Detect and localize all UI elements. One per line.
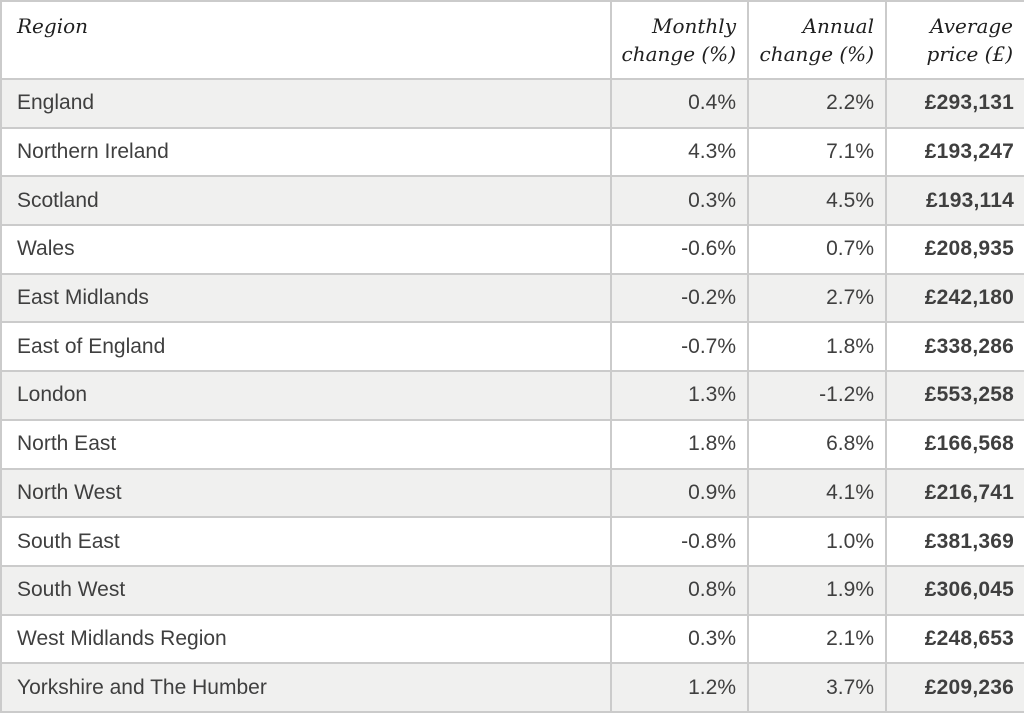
average-price-cell: £242,180 [885,272,1024,324]
annual-change-cell: 2.7% [747,272,887,324]
monthly-change-cell: 0.8% [610,564,749,616]
region-cell: East of England [0,321,612,373]
table-row: Northern Ireland 4.3% 7.1% £193,247 [0,126,1024,178]
annual-change-cell: 6.8% [747,418,887,470]
annual-change-cell: 7.1% [747,126,887,178]
monthly-change-cell: 1.3% [610,370,749,421]
table-row: South West 0.8% 1.9% £306,045 [0,564,1024,616]
region-cell: North West [0,467,612,519]
annual-change-cell: 1.0% [747,516,887,567]
region-cell: Yorkshire and The Humber [0,662,612,713]
table-row: Wales -0.6% 0.7% £208,935 [0,224,1024,275]
region-cell: East Midlands [0,272,612,324]
monthly-change-cell: 0.3% [610,175,749,227]
annual-change-cell: 4.5% [747,175,887,227]
column-header-region: Region [0,0,612,80]
region-cell: London [0,370,612,421]
table-row: London 1.3% -1.2% £553,258 [0,370,1024,421]
annual-change-cell: 2.2% [747,78,887,129]
table-row: North West 0.9% 4.1% £216,741 [0,467,1024,519]
monthly-change-cell: -0.2% [610,272,749,324]
monthly-change-cell: -0.8% [610,516,749,567]
average-price-cell: £209,236 [885,662,1024,713]
average-price-cell: £381,369 [885,516,1024,567]
annual-change-cell: 2.1% [747,613,887,665]
table-row: West Midlands Region 0.3% 2.1% £248,653 [0,613,1024,665]
monthly-change-cell: 1.8% [610,418,749,470]
average-price-cell: £248,653 [885,613,1024,665]
average-price-cell: £306,045 [885,564,1024,616]
annual-change-cell: 1.9% [747,564,887,616]
monthly-change-cell: -0.7% [610,321,749,373]
region-cell: England [0,78,612,129]
region-cell: Scotland [0,175,612,227]
region-cell: North East [0,418,612,470]
region-cell: Northern Ireland [0,126,612,178]
monthly-change-cell: 0.3% [610,613,749,665]
monthly-change-cell: 0.9% [610,467,749,519]
monthly-change-cell: 4.3% [610,126,749,178]
table-row: England 0.4% 2.2% £293,131 [0,78,1024,129]
column-header-annual-change: Annual change (%) [747,0,887,80]
table-row: East of England -0.7% 1.8% £338,286 [0,321,1024,373]
annual-change-cell: 4.1% [747,467,887,519]
monthly-change-cell: 0.4% [610,78,749,129]
average-price-cell: £338,286 [885,321,1024,373]
region-cell: Wales [0,224,612,275]
annual-change-cell: 3.7% [747,662,887,713]
monthly-change-cell: 1.2% [610,662,749,713]
average-price-cell: £193,247 [885,126,1024,178]
average-price-cell: £166,568 [885,418,1024,470]
average-price-cell: £208,935 [885,224,1024,275]
region-cell: West Midlands Region [0,613,612,665]
annual-change-cell: -1.2% [747,370,887,421]
average-price-cell: £293,131 [885,78,1024,129]
table-row: Scotland 0.3% 4.5% £193,114 [0,175,1024,227]
region-cell: South East [0,516,612,567]
average-price-cell: £216,741 [885,467,1024,519]
table-row: North East 1.8% 6.8% £166,568 [0,418,1024,470]
average-price-cell: £553,258 [885,370,1024,421]
region-cell: South West [0,564,612,616]
column-header-monthly-change: Monthly change (%) [610,0,749,80]
table-row: East Midlands -0.2% 2.7% £242,180 [0,272,1024,324]
table-row: South East -0.8% 1.0% £381,369 [0,516,1024,567]
column-header-average-price: Average price (£) [885,0,1024,80]
annual-change-cell: 1.8% [747,321,887,373]
annual-change-cell: 0.7% [747,224,887,275]
table-row: Yorkshire and The Humber 1.2% 3.7% £209,… [0,662,1024,713]
header-row: Region Monthly change (%) Annual change … [0,0,1024,80]
monthly-change-cell: -0.6% [610,224,749,275]
average-price-cell: £193,114 [885,175,1024,227]
